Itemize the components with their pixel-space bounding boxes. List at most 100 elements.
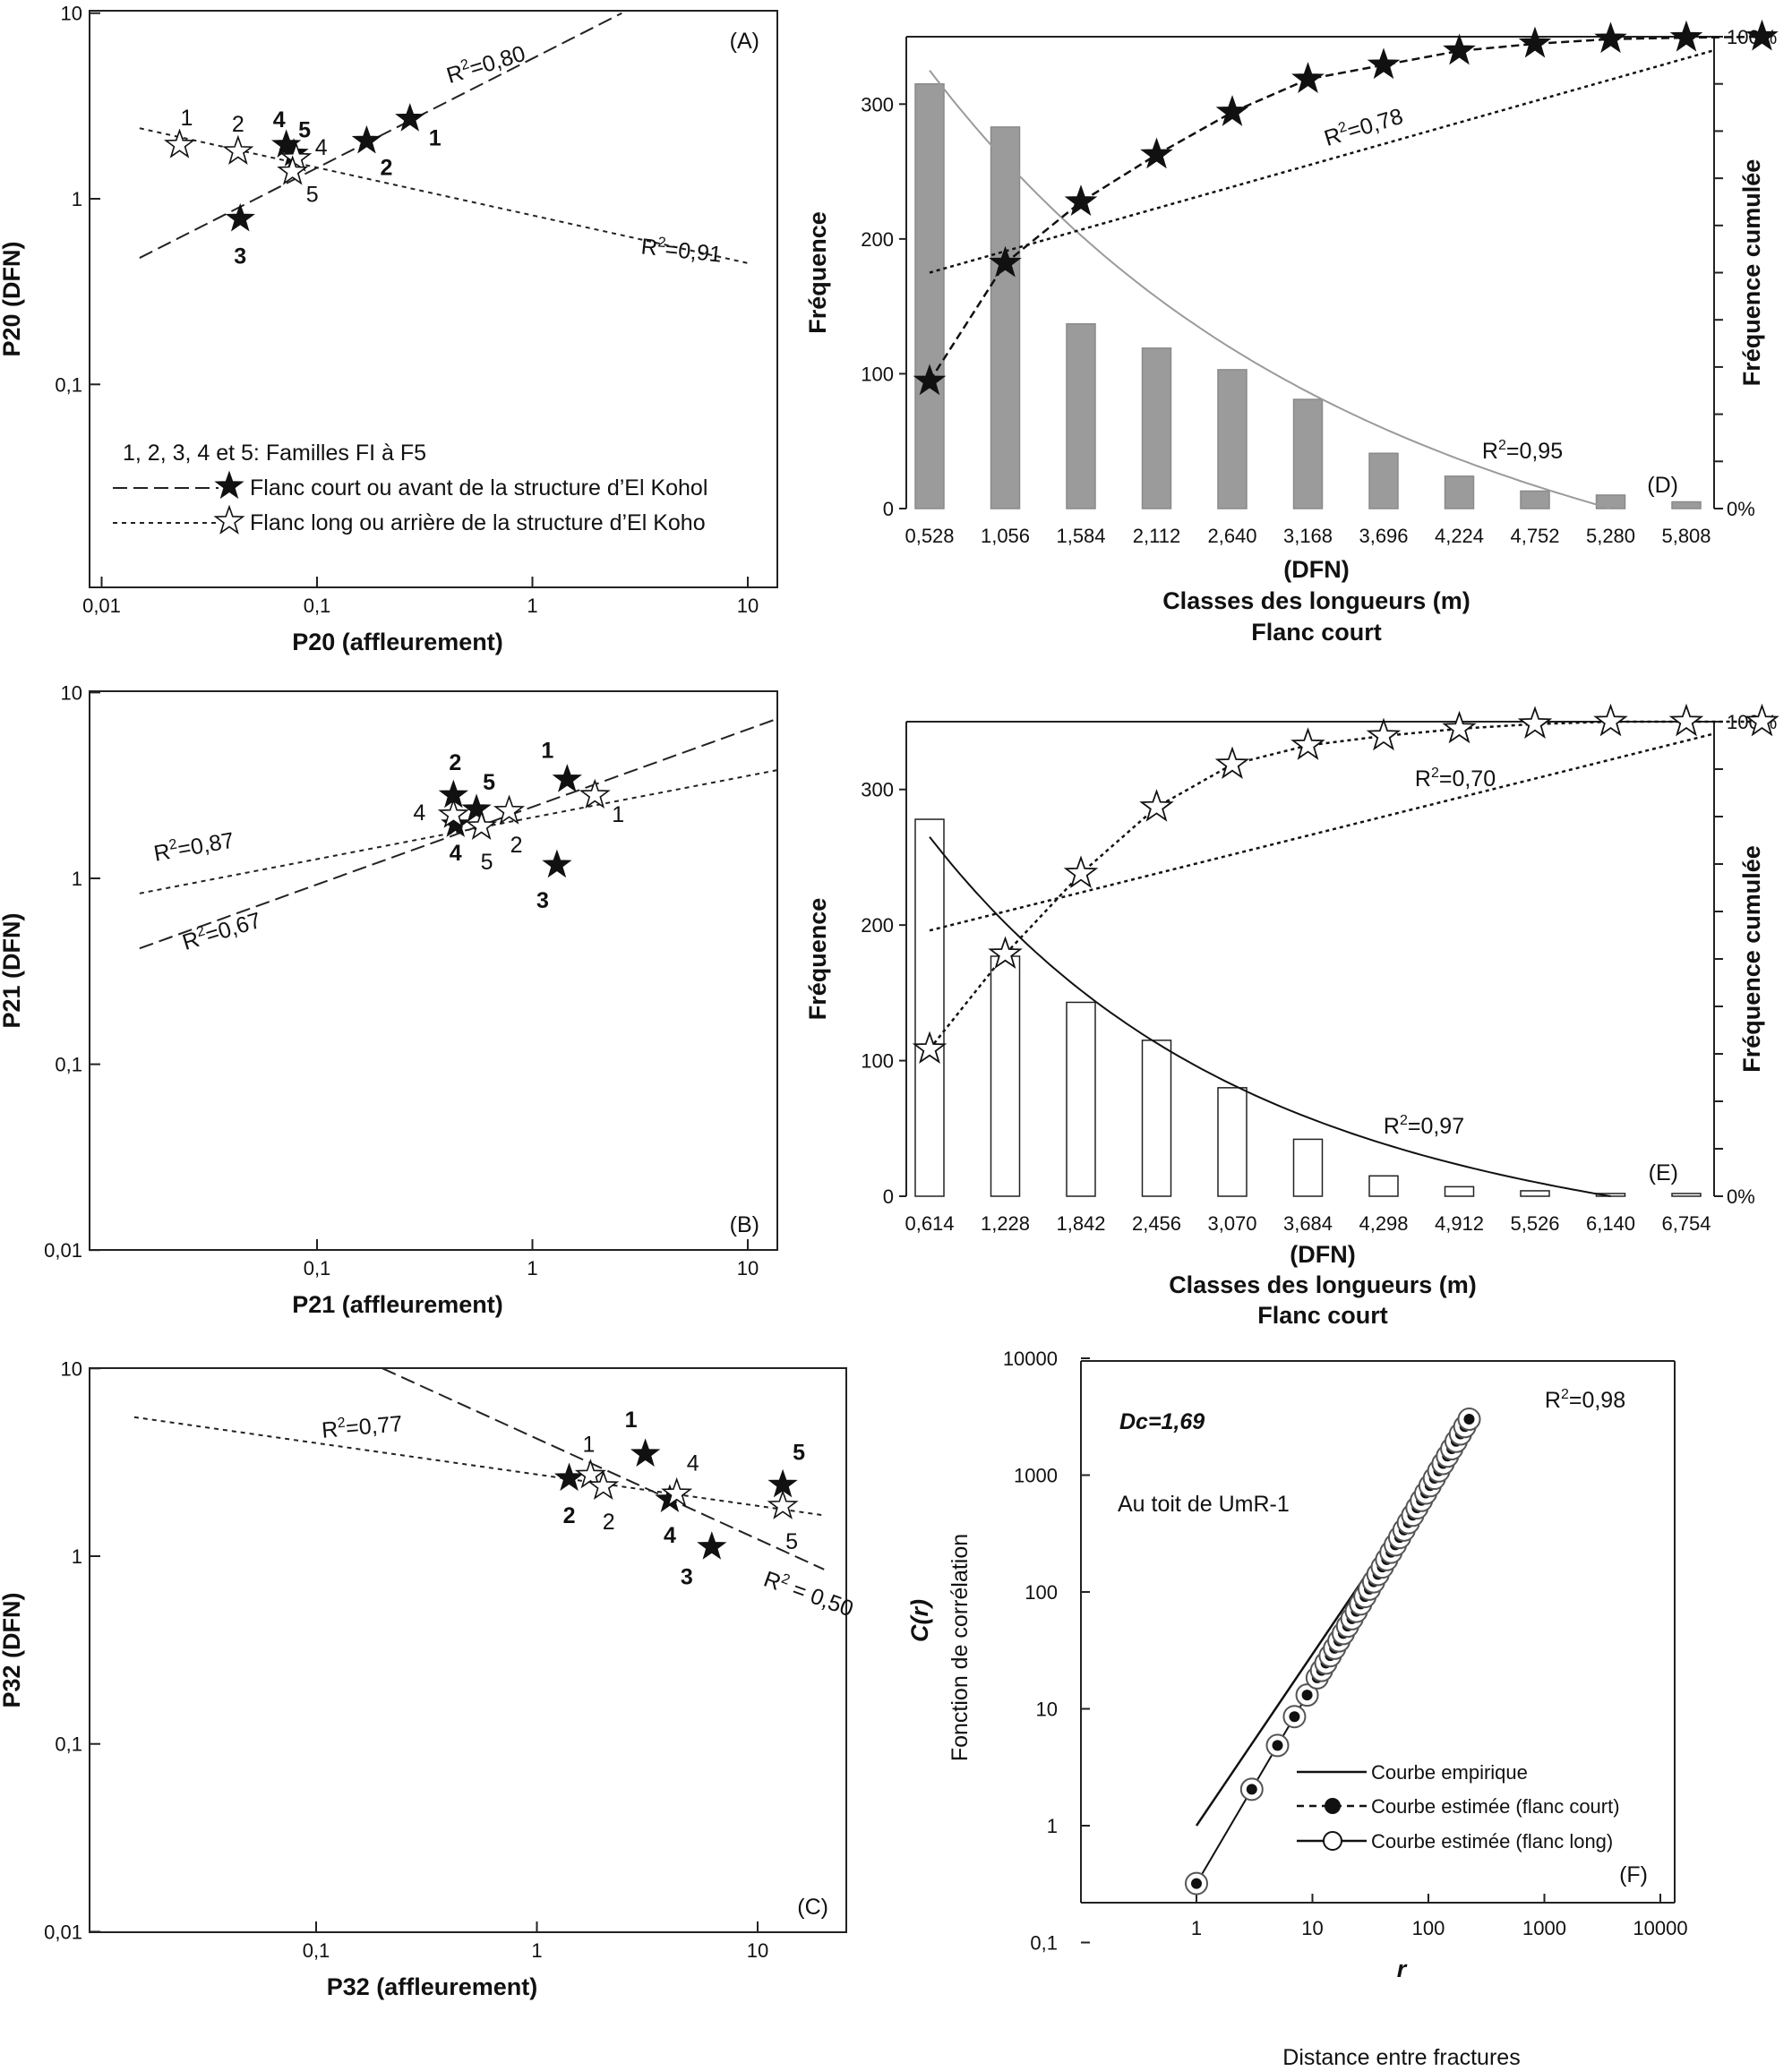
panel-label: (C): [797, 1895, 828, 1920]
plot-frame: [89, 1367, 847, 1933]
legend-entry: Flanc long ou arrière de la structure d’…: [250, 510, 706, 535]
y-tick-label: 10: [1036, 1699, 1058, 1721]
cumulative-star-open: [1670, 705, 1702, 736]
star-marker-open: [580, 780, 610, 808]
histogram-bar: [1368, 1175, 1399, 1197]
histogram-bar: [1368, 452, 1399, 509]
point-label: 4: [315, 135, 328, 160]
star-marker-filled: [553, 765, 582, 792]
x-tick-label: 0,528: [905, 525, 954, 547]
y2-axis-label: Fréquence cumulée: [1738, 159, 1765, 387]
fit-line-flanc-court: [382, 1368, 825, 1570]
panel-b-scatter: 0,01 0,1 1 10 0,1 1 10 P21 (affleurement) P21 (D…: [0, 681, 778, 1318]
x-axis-label: r: [1397, 1955, 1408, 1982]
plot-frame: [89, 10, 778, 588]
x-axis-label: Classes des longueurs (m): [1169, 1271, 1477, 1298]
x-axis-label: (DFN): [1290, 1241, 1355, 1268]
r2-annotation: R2=0,87: [152, 827, 236, 867]
y-axis-label: C(r): [906, 1599, 933, 1642]
y-tick-label: 1: [72, 868, 82, 890]
histogram-bar: [1292, 398, 1324, 509]
point-label: 3: [681, 1565, 693, 1590]
point-label: 3: [234, 244, 246, 269]
site-annotation: Au toit de UmR-1: [1118, 1492, 1290, 1517]
y-axis-sublabel: Fonction de corrélation: [947, 1534, 973, 1761]
x-tick-label: 1,228: [981, 1212, 1030, 1235]
fit-line-flanc-long: [133, 1416, 825, 1517]
cumulative-star-filled: [1444, 34, 1475, 64]
histogram-bar: [990, 955, 1021, 1197]
legend-entry: Flanc court ou avant de la structure d’E…: [250, 475, 707, 501]
legend-entry: Courbe empirique: [1371, 1761, 1528, 1784]
histogram-bar: [1292, 1138, 1324, 1197]
y-tick-label: 1000: [1014, 1465, 1058, 1487]
histogram-bar: [1217, 369, 1248, 509]
x-tick-label: 1: [531, 1939, 542, 1962]
r2-fit-annotation: R2=0,97: [1384, 1113, 1464, 1139]
histogram-bar: [1217, 1087, 1248, 1197]
panel-label: (F): [1619, 1862, 1648, 1887]
r2-annotation: R2=0,77: [321, 1410, 403, 1443]
x-axis-label: (DFN): [1283, 556, 1349, 583]
estimated-point-filled: [1246, 1784, 1257, 1795]
x-tick-label: 1: [527, 1257, 537, 1279]
y-tick-label: 300: [861, 93, 894, 116]
estimated-point-filled: [1289, 1711, 1300, 1723]
x-tick-label: 1000: [1522, 1917, 1566, 1939]
x-tick-label: 10000: [1633, 1917, 1687, 1939]
x-tick-label: 10: [737, 595, 759, 617]
histogram-bar: [1444, 475, 1475, 509]
point-label: 2: [510, 833, 523, 858]
legend-marker-filled: [1325, 1798, 1341, 1814]
cumulative-star-open: [1368, 719, 1400, 749]
x-tick-label: 3,696: [1359, 525, 1408, 547]
x-tick-label: 6,140: [1586, 1212, 1635, 1235]
estimated-point-filled: [1191, 1878, 1202, 1889]
y-tick-label: 10: [61, 3, 82, 25]
panel-a-scatter: 0,1 1 10 0,01 0,1 1 10 P20 (affleurement) P20 (D…: [0, 3, 778, 655]
y-tick-label: 0,01: [44, 1921, 82, 1943]
x-tick-label: 5,280: [1586, 525, 1635, 547]
point-label: 2: [449, 750, 461, 775]
x-axis-label: Classes des longueurs (m): [1162, 587, 1470, 614]
x-tick-label: 0,614: [905, 1212, 954, 1235]
x-tick-label: 0,1: [303, 1939, 330, 1962]
r2-fit-annotation: R2=0,95: [1482, 438, 1563, 464]
x-tick-label: 2,640: [1207, 525, 1256, 547]
x-tick-label: 100: [1412, 1917, 1445, 1939]
cumulative-star-filled: [1216, 96, 1248, 126]
cumulative-trend-line: [929, 732, 1714, 932]
x-tick-label: 1,056: [981, 525, 1030, 547]
x-axis-label: P21 (affleurement): [292, 1291, 503, 1318]
x-tick-label: 1,842: [1056, 1212, 1105, 1235]
y-tick-label: 1: [1047, 1815, 1058, 1837]
x-tick-label: 10: [737, 1257, 759, 1279]
estimated-point-filled: [1301, 1690, 1313, 1701]
point-label: 5: [481, 850, 493, 875]
star-marker-filled: [543, 850, 571, 877]
r2-cumulative-annotation: R2=0,78: [1321, 103, 1406, 151]
panel-label: (E): [1649, 1160, 1678, 1185]
x-tick-label: 4,752: [1510, 525, 1559, 547]
star-marker-filled: [352, 125, 382, 153]
y-tick-label: 0,1: [1030, 1932, 1058, 1955]
legend-star-filled: [215, 471, 244, 499]
y-tick-label: 0: [883, 1185, 894, 1208]
point-label: 2: [563, 1503, 576, 1528]
dc-annotation: Dc=1,69: [1119, 1409, 1205, 1434]
histogram-bar: [1671, 1193, 1702, 1197]
y2-tick-label: 0%: [1727, 1185, 1755, 1208]
r2-annotation: R2 = 0,50: [760, 1566, 857, 1622]
y-tick-label: 100: [861, 1050, 894, 1073]
y-tick-label: 100: [861, 363, 894, 385]
point-label: 5: [306, 183, 319, 208]
r2-annotation: R2=0,80: [443, 40, 528, 89]
histogram-bar: [1066, 322, 1096, 509]
y-tick-label: 0,1: [55, 1733, 82, 1756]
x-tick-label: 1: [527, 595, 537, 617]
fit-curve: [929, 69, 1611, 509]
legend-star-open: [215, 506, 244, 534]
point-label: 1: [625, 1408, 638, 1433]
panel-f-correlation: 0,1 1 10 100 1000 10000 1 10 100 1000 10000 Dc=1,69…: [906, 1348, 1688, 2070]
r2-cumulative-annotation: R2=0,70: [1415, 766, 1496, 792]
